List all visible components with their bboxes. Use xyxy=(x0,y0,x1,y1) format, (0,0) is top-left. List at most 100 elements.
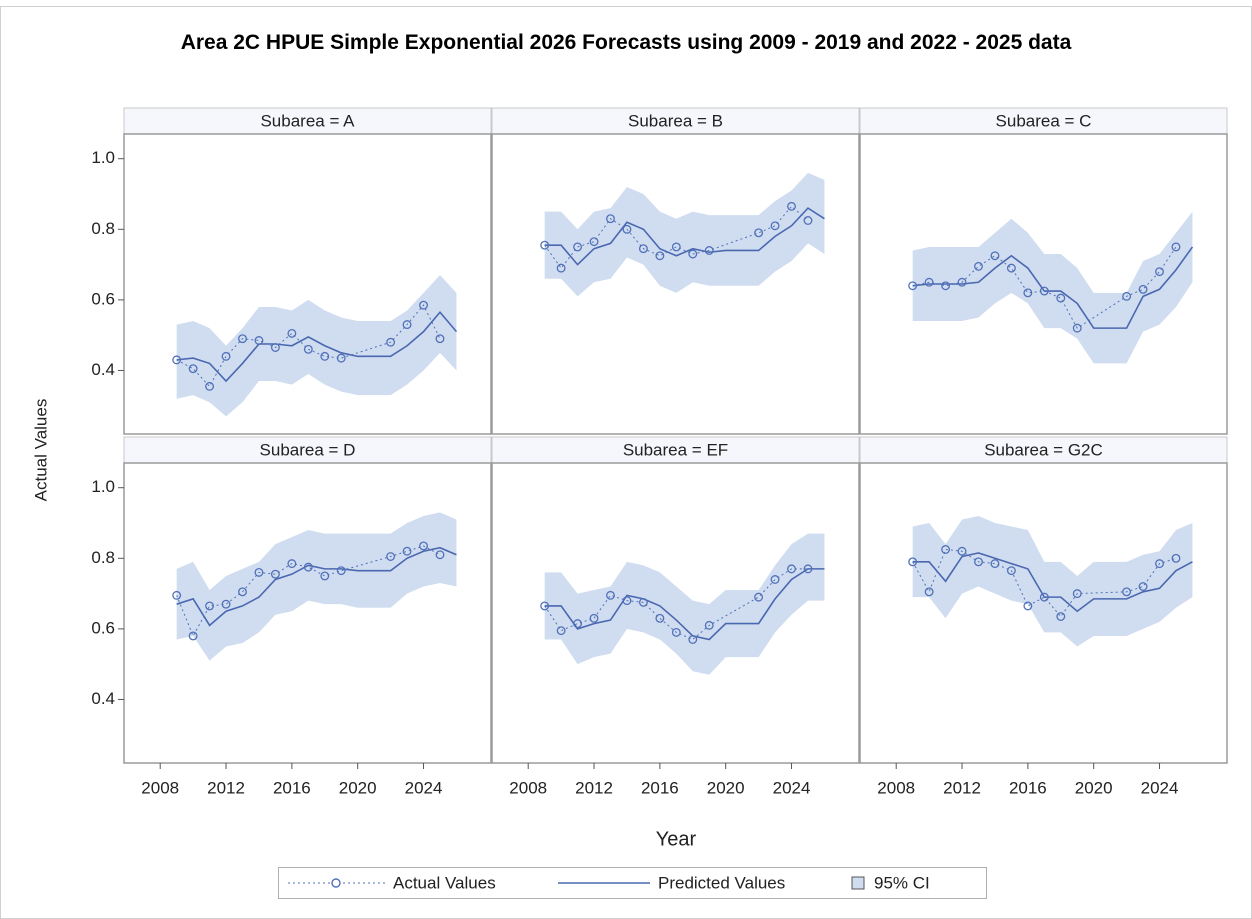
actual-point xyxy=(303,344,313,354)
actual-point xyxy=(1122,291,1132,301)
actual-point xyxy=(638,597,648,607)
y-tick-label: 0.8 xyxy=(91,548,115,567)
actual-point xyxy=(957,546,967,556)
panel-title: Subarea = B xyxy=(628,111,723,130)
panel-strip xyxy=(123,107,492,135)
actual-point xyxy=(655,613,665,623)
actual-point xyxy=(1056,612,1066,621)
actual-point xyxy=(688,249,698,259)
actual-point xyxy=(1023,601,1033,611)
actual-point xyxy=(957,277,967,287)
actual-point xyxy=(803,564,813,574)
legend-ci-swatch xyxy=(851,876,865,890)
actual-point xyxy=(172,590,182,600)
actual-point xyxy=(924,587,934,597)
actual-point xyxy=(303,562,313,572)
actual-point xyxy=(941,281,951,291)
chart-title: Area 2C HPUE Simple Exponential 2026 For… xyxy=(180,31,1072,54)
panel-title: Subarea = EF xyxy=(623,440,728,459)
x-axis-label: Year xyxy=(656,828,697,850)
panel-strip xyxy=(859,107,1228,135)
actual-point xyxy=(704,620,714,630)
x-tick-label: 2016 xyxy=(1009,778,1047,797)
x-tick-label: 2012 xyxy=(943,778,981,797)
actual-point xyxy=(205,601,215,611)
actual-point xyxy=(287,559,297,569)
actual-point xyxy=(754,592,764,602)
legend-label: Predicted Values xyxy=(658,873,785,892)
x-tick-label: 2024 xyxy=(405,778,443,797)
x-tick-label: 2012 xyxy=(575,778,613,797)
actual-point xyxy=(221,351,231,361)
panel-strip xyxy=(123,436,492,464)
actual-line xyxy=(912,548,1177,618)
actual-point xyxy=(941,545,951,554)
panel-title: Subarea = D xyxy=(260,440,356,459)
actual-point xyxy=(990,251,1000,261)
actual-point xyxy=(924,277,934,287)
actual-point xyxy=(402,546,412,556)
x-tick-label: 2024 xyxy=(1141,778,1179,797)
actual-point xyxy=(908,281,918,291)
actual-point xyxy=(320,571,330,581)
actual-point xyxy=(270,343,280,352)
actual-point xyxy=(704,246,714,255)
panel-title: Subarea = C xyxy=(996,111,1092,130)
ci-band xyxy=(544,533,825,675)
panel-frame xyxy=(491,133,860,435)
actual-line xyxy=(176,545,441,638)
actual-point xyxy=(688,635,698,644)
actual-point xyxy=(1006,566,1016,576)
y-tick-label: 0.4 xyxy=(91,689,115,708)
legend-label: Actual Values xyxy=(393,873,496,892)
x-tick-label: 2008 xyxy=(509,778,547,797)
actual-point xyxy=(556,263,566,273)
ci-band xyxy=(176,275,457,417)
actual-point xyxy=(1023,288,1033,298)
predicted-line xyxy=(912,552,1193,613)
panel-title: Subarea = A xyxy=(260,111,355,130)
y-tick-label: 0.8 xyxy=(91,219,115,238)
y-tick-label: 1.0 xyxy=(91,148,115,167)
actual-point xyxy=(787,564,796,574)
actual-point xyxy=(205,381,215,391)
actual-point xyxy=(419,300,428,310)
actual-point xyxy=(908,557,918,567)
legend-label: 95% CI xyxy=(874,873,930,892)
actual-line xyxy=(544,205,809,269)
predicted-line xyxy=(544,568,825,641)
ci-band xyxy=(912,515,1193,647)
actual-point xyxy=(435,550,445,560)
legend-actual-marker xyxy=(331,878,341,888)
actual-point xyxy=(1122,587,1132,597)
x-tick-label: 2008 xyxy=(141,778,179,797)
actual-point xyxy=(386,552,396,561)
actual-point xyxy=(655,251,665,261)
actual-point xyxy=(1138,582,1148,591)
y-axis-label: Actual Values xyxy=(31,399,50,502)
actual-point xyxy=(1039,286,1049,296)
actual-point xyxy=(1171,242,1181,252)
actual-point xyxy=(573,619,583,629)
actual-point xyxy=(435,334,445,344)
ci-band xyxy=(912,211,1193,364)
y-tick-label: 0.4 xyxy=(91,360,115,379)
actual-point xyxy=(1072,323,1082,333)
actual-point xyxy=(803,216,813,225)
actual-point xyxy=(1155,267,1164,277)
panel-frame xyxy=(859,462,1228,764)
actual-point xyxy=(589,237,599,247)
actual-point xyxy=(188,631,198,641)
predicted-line xyxy=(176,310,458,383)
legend-box xyxy=(278,867,987,899)
y-tick-label: 0.6 xyxy=(91,289,115,308)
x-tick-label: 2016 xyxy=(273,778,311,797)
actual-point xyxy=(990,559,1000,569)
actual-point xyxy=(287,328,297,338)
actual-point xyxy=(1006,263,1016,273)
actual-point xyxy=(606,214,615,224)
panel-frame xyxy=(123,133,492,435)
actual-point xyxy=(974,261,983,271)
actual-point xyxy=(172,355,182,365)
panel-strip xyxy=(491,436,860,464)
